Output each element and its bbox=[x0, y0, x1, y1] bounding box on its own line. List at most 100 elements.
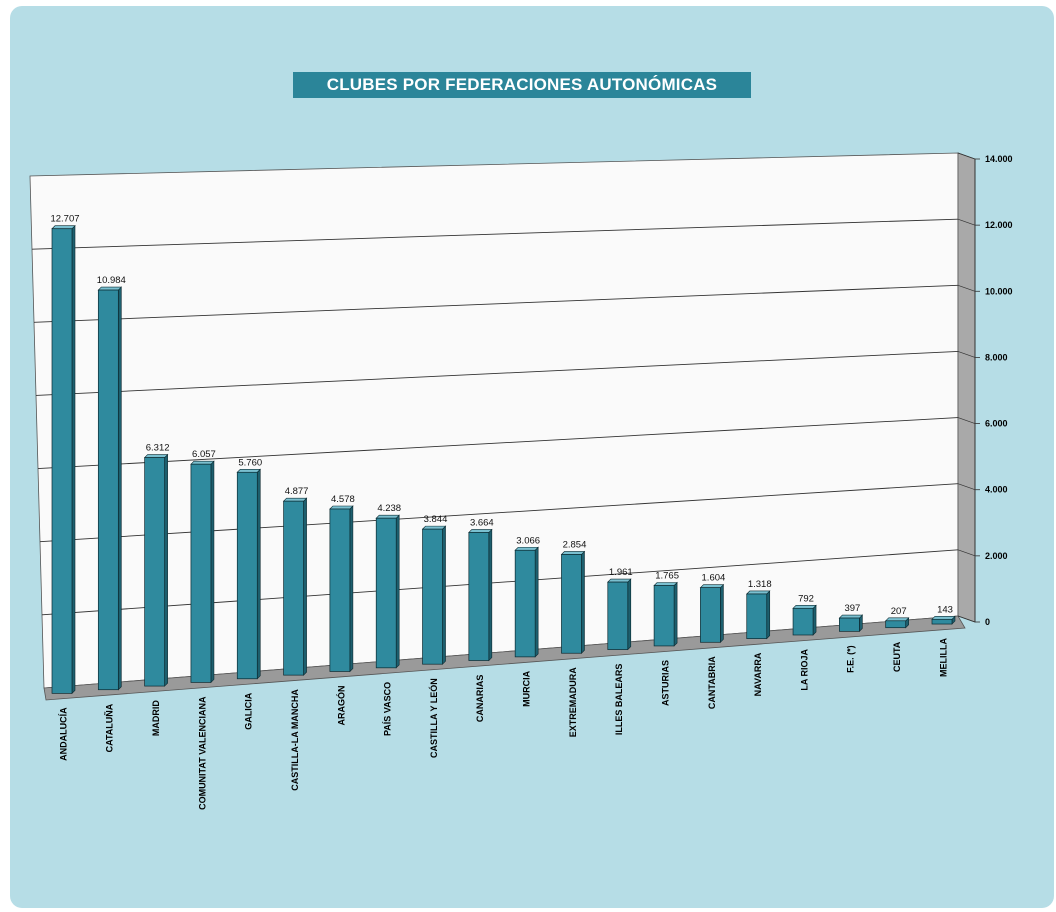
data-label: 1.961 bbox=[609, 567, 633, 578]
data-label: 3.664 bbox=[470, 517, 494, 528]
x-tick-label: CATALUÑA bbox=[105, 703, 115, 752]
bar-side bbox=[303, 497, 307, 676]
x-tick-label: F.E. (*) bbox=[846, 645, 856, 673]
bar bbox=[746, 593, 768, 639]
gridline-side bbox=[957, 417, 976, 424]
bar-top bbox=[931, 616, 956, 620]
x-tick-label: CASTILLA-LA MANCHA bbox=[290, 689, 300, 791]
x-tick-label: ILLES BALEARS bbox=[614, 664, 624, 736]
y-tick-label: 0 bbox=[985, 617, 990, 627]
bar-top bbox=[97, 286, 123, 291]
bar-side bbox=[71, 225, 76, 695]
bar bbox=[375, 517, 397, 669]
x-tick-label: CASTILLA Y LEÓN bbox=[428, 678, 439, 758]
bar-top bbox=[792, 604, 817, 609]
data-label: 4.877 bbox=[285, 486, 309, 497]
gridline-side bbox=[957, 483, 976, 491]
bar-top bbox=[653, 582, 678, 586]
bar-top bbox=[884, 617, 910, 622]
gridline-side bbox=[957, 615, 976, 623]
x-tick-label: ARAGÓN bbox=[335, 685, 346, 725]
x-tick-label: GALICIA bbox=[244, 692, 254, 729]
gridline-side bbox=[957, 351, 976, 358]
bar-top bbox=[607, 578, 632, 583]
x-tick-label: NAVARRA bbox=[753, 652, 763, 696]
gridline-side bbox=[957, 152, 976, 160]
bar-top bbox=[468, 529, 493, 533]
y-tick-label: 14.000 bbox=[985, 154, 1013, 164]
chart-title: CLUBES POR FEDERACIONES AUTONÓMICAS bbox=[293, 72, 751, 98]
bar bbox=[329, 508, 351, 672]
bar bbox=[700, 587, 721, 643]
bar bbox=[931, 618, 953, 625]
data-label: 4.238 bbox=[377, 503, 401, 514]
bar-side bbox=[812, 604, 817, 636]
x-tick-label: MURCIA bbox=[522, 670, 532, 706]
bar-side bbox=[673, 581, 678, 647]
x-tick-label: MADRID bbox=[151, 700, 161, 736]
y-tick-label: 10.000 bbox=[985, 286, 1013, 296]
chart-floor bbox=[43, 615, 966, 701]
data-label: 3.844 bbox=[424, 514, 448, 525]
y-tick-label: 4.000 bbox=[985, 485, 1008, 495]
data-label: 1.604 bbox=[702, 573, 726, 584]
gridline-side bbox=[957, 549, 976, 557]
gridline bbox=[31, 218, 959, 250]
bar-top bbox=[699, 584, 725, 588]
bar-side bbox=[627, 578, 632, 651]
bar bbox=[653, 585, 675, 647]
bar bbox=[561, 554, 582, 654]
bar-top bbox=[838, 614, 864, 619]
bar-side bbox=[118, 286, 122, 691]
bar-top bbox=[375, 514, 400, 519]
bar bbox=[885, 620, 907, 629]
bar-top bbox=[190, 460, 215, 465]
bar bbox=[236, 471, 258, 680]
data-label: 1.318 bbox=[748, 579, 772, 590]
bar-top bbox=[560, 551, 586, 555]
bar-top bbox=[143, 454, 169, 458]
y-tick-label: 8.000 bbox=[985, 352, 1008, 362]
data-label: 792 bbox=[798, 593, 814, 604]
x-tick-label: PAÍS VASCO bbox=[383, 682, 393, 736]
bar-top bbox=[514, 546, 539, 551]
bar bbox=[468, 532, 490, 661]
bar bbox=[97, 289, 119, 691]
bar-side bbox=[581, 550, 585, 654]
bar-side bbox=[164, 453, 168, 687]
data-label: 6.057 bbox=[192, 449, 216, 460]
bar bbox=[792, 607, 814, 636]
data-label: 3.066 bbox=[516, 535, 540, 546]
x-tick-label: CANARIAS bbox=[475, 675, 485, 723]
gridline-side bbox=[957, 284, 976, 292]
bar bbox=[514, 549, 536, 658]
bar-side bbox=[720, 583, 724, 644]
chart-back-wall bbox=[29, 152, 959, 689]
gridline bbox=[35, 350, 959, 396]
x-tick-label: MELILLA bbox=[938, 638, 948, 677]
bar-top bbox=[236, 468, 261, 473]
y-tick-label: 2.000 bbox=[985, 551, 1008, 561]
data-label: 5.760 bbox=[238, 457, 262, 468]
gridline-side bbox=[957, 218, 976, 226]
bar-side bbox=[395, 514, 400, 669]
bar bbox=[839, 617, 860, 632]
data-label: 143 bbox=[937, 604, 953, 615]
x-tick-label: ASTURIAS bbox=[660, 660, 670, 706]
bar-side bbox=[534, 546, 539, 658]
gridline bbox=[33, 284, 959, 323]
bar-top bbox=[282, 497, 308, 502]
bar-side bbox=[766, 590, 771, 640]
bar bbox=[607, 581, 629, 650]
data-label: 6.312 bbox=[146, 443, 170, 454]
data-label: 207 bbox=[891, 606, 907, 617]
bar-side bbox=[442, 525, 446, 665]
x-tick-label: LA RIOJA bbox=[799, 648, 809, 690]
bar bbox=[51, 228, 73, 694]
y-tick-label: 6.000 bbox=[985, 419, 1008, 429]
x-tick-label: CEUTA bbox=[892, 641, 902, 672]
bar bbox=[283, 500, 304, 676]
bar-top bbox=[329, 505, 354, 510]
bar-top bbox=[421, 525, 447, 530]
